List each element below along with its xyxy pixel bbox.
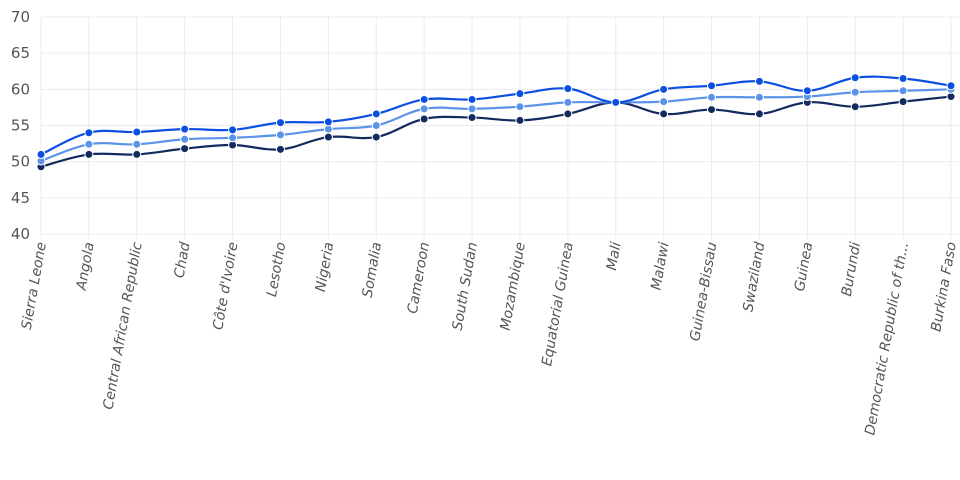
x-tick-label: Malawi (648, 241, 672, 292)
data-point[interactable] (946, 81, 956, 91)
x-tick-label: Burkina Faso (928, 241, 959, 333)
data-point[interactable] (84, 139, 94, 149)
data-point[interactable] (419, 104, 429, 114)
x-tick-label: Democratic Republic of th... (862, 241, 912, 437)
x-tick-label: Mozambique (498, 241, 529, 332)
x-tick-label: Cameroon (405, 241, 433, 315)
x-tick-label: South Sudan (450, 241, 481, 332)
data-point[interactable] (84, 149, 94, 159)
data-point[interactable] (467, 94, 477, 104)
data-point[interactable] (707, 92, 717, 102)
y-tick-label: 70 (11, 8, 30, 26)
data-point[interactable] (515, 102, 525, 112)
data-point[interactable] (611, 97, 621, 107)
y-tick-label: 55 (11, 117, 30, 135)
data-point[interactable] (898, 73, 908, 83)
x-tick-label: Mali (604, 241, 625, 272)
data-point[interactable] (275, 144, 285, 154)
series-3-line (36, 92, 956, 172)
data-point[interactable] (180, 134, 190, 144)
data-point[interactable] (850, 102, 860, 112)
x-tick-label: Lesotho (264, 241, 289, 298)
data-point[interactable] (228, 133, 238, 143)
data-point[interactable] (563, 84, 573, 94)
data-point[interactable] (515, 115, 525, 125)
data-point[interactable] (419, 114, 429, 124)
x-tick-label: Swaziland (740, 241, 768, 313)
data-point[interactable] (850, 73, 860, 83)
series-2-line (36, 84, 956, 166)
x-tick-label: Guinea-Bissau (687, 241, 720, 343)
series-lines (36, 73, 956, 172)
x-tick-label: Chad (172, 241, 194, 279)
data-point[interactable] (754, 92, 764, 102)
data-point[interactable] (563, 109, 573, 119)
data-point[interactable] (132, 127, 142, 137)
x-tick-label: Central African Republic (101, 241, 146, 411)
data-point[interactable] (754, 109, 764, 119)
data-point[interactable] (659, 84, 669, 94)
y-tick-label: 60 (11, 80, 30, 98)
data-point[interactable] (467, 104, 477, 114)
data-point[interactable] (275, 130, 285, 140)
y-tick-label: 50 (11, 153, 30, 171)
x-tick-label: Angola (74, 241, 98, 292)
data-point[interactable] (659, 97, 669, 107)
data-point[interactable] (275, 118, 285, 128)
data-point[interactable] (132, 149, 142, 159)
data-point[interactable] (323, 132, 333, 142)
data-point[interactable] (228, 125, 238, 135)
data-point[interactable] (371, 121, 381, 130)
data-point[interactable] (659, 109, 669, 119)
data-point[interactable] (515, 89, 525, 99)
data-point[interactable] (707, 81, 717, 91)
data-point[interactable] (419, 94, 429, 104)
gridlines (40, 16, 959, 239)
y-tick-label: 65 (11, 44, 30, 62)
x-tick-label: Sierra Leone (19, 241, 50, 331)
data-point[interactable] (180, 144, 190, 154)
y-tick-label: 45 (11, 189, 30, 207)
data-point[interactable] (323, 117, 333, 127)
data-point[interactable] (467, 113, 477, 123)
data-point[interactable] (563, 97, 573, 107)
data-point[interactable] (707, 105, 717, 115)
x-tick-label: Côte d'Ivoire (210, 241, 241, 331)
series-1-line (36, 73, 956, 159)
data-point[interactable] (36, 149, 46, 159)
data-point[interactable] (754, 76, 764, 86)
y-tick-label: 40 (11, 225, 30, 243)
x-tick-label: Nigeria (313, 241, 337, 293)
x-tick-label: Burundi (839, 241, 864, 298)
x-tick-label: Somalia (360, 241, 385, 299)
data-point[interactable] (802, 86, 812, 96)
data-point[interactable] (84, 128, 94, 138)
data-point[interactable] (371, 109, 381, 119)
data-point[interactable] (898, 97, 908, 107)
data-point[interactable] (371, 132, 381, 142)
y-axis: 40 45 50 55 60 65 70 (11, 8, 30, 243)
data-point[interactable] (898, 86, 908, 96)
data-point[interactable] (850, 87, 860, 97)
x-axis: Sierra Leone Angola Central African Republ… (19, 241, 960, 437)
data-point[interactable] (132, 139, 142, 149)
data-point[interactable] (180, 124, 190, 134)
x-tick-label: Equatorial Guinea (539, 241, 577, 367)
x-tick-label: Guinea (792, 241, 816, 293)
